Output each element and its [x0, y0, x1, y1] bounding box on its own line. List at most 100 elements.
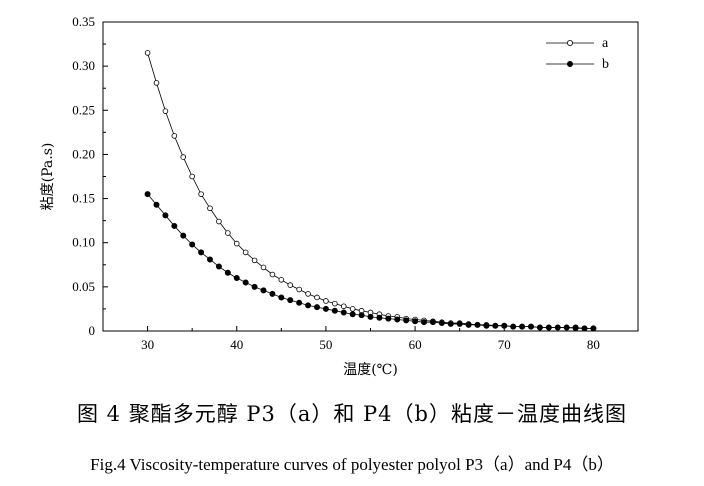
data-point-a: [189, 173, 195, 180]
data-point-b: [358, 312, 365, 319]
x-tick-label: 30: [141, 337, 154, 352]
data-point-b: [492, 322, 499, 329]
data-point-a: [287, 282, 294, 288]
data-point-b: [420, 319, 427, 326]
data-point-a: [278, 276, 285, 283]
data-point-b: [198, 249, 205, 256]
data-point-b: [171, 222, 178, 229]
data-point-b: [438, 320, 445, 327]
chart-axes: 0 0.05 0.10 0.15 0.20 0.25 0.30 0.35 30 40 50 60 70 8…: [72, 14, 639, 352]
y-tick-label: 0.25: [72, 102, 95, 117]
data-point-b: [412, 318, 419, 325]
data-point-a: [296, 286, 302, 293]
data-point-b: [456, 320, 463, 327]
data-point-b: [519, 323, 526, 330]
data-point-a: [198, 191, 204, 197]
data-point-b: [376, 314, 383, 321]
data-point-b: [251, 283, 258, 290]
legend-label: a: [602, 36, 609, 51]
data-point-b: [233, 275, 240, 282]
data-point-a: [269, 271, 276, 278]
plot-frame: [102, 21, 639, 332]
data-point-b: [385, 315, 392, 322]
figure-caption-english: Fig.4 Viscosity-temperature curves of po…: [90, 455, 614, 474]
data-point-b: [429, 319, 436, 326]
data-point-b: [296, 299, 303, 306]
data-point-b: [224, 269, 231, 276]
data-point-b: [278, 294, 285, 301]
data-point-b: [215, 263, 222, 270]
data-point-b: [162, 212, 169, 219]
y-tick-label: 0.20: [72, 146, 95, 161]
data-point-a: [180, 154, 187, 160]
data-point-a: [153, 80, 160, 86]
data-point-b: [242, 279, 249, 286]
data-point-b: [536, 324, 543, 331]
x-tick-label: 60: [409, 337, 422, 352]
y-tick-label: 0.30: [72, 58, 95, 73]
series-line-a: [147, 52, 594, 329]
data-point-b: [260, 287, 267, 294]
legend-item-a: a: [546, 36, 609, 51]
x-tick-label: 80: [587, 337, 600, 352]
data-point-a: [314, 294, 320, 301]
data-point-b: [305, 302, 312, 309]
figure-caption-chinese: 图 4 聚酯多元醇 P3（a）和 P4（b）粘度－温度曲线图: [76, 402, 627, 426]
data-point-b: [206, 256, 213, 263]
data-point-b: [403, 317, 410, 324]
data-point-b: [581, 325, 588, 332]
data-point-b: [501, 322, 508, 329]
data-point-b: [545, 324, 552, 331]
data-point-b: [572, 324, 579, 331]
y-tick-label: 0: [89, 323, 96, 338]
data-point-a: [216, 218, 222, 225]
data-point-a: [251, 257, 258, 264]
data-point-a: [242, 249, 249, 256]
y-tick-label: 0.05: [72, 279, 95, 294]
data-point-b: [144, 191, 151, 198]
legend-marker: [567, 61, 574, 68]
data-point-b: [340, 309, 347, 316]
data-point-a: [144, 50, 151, 56]
data-point-b: [331, 307, 338, 314]
data-point-a: [207, 205, 213, 212]
data-point-a: [332, 300, 338, 307]
x-tick-label: 70: [498, 337, 511, 352]
legend-item-b: b: [546, 57, 609, 72]
data-point-b: [447, 320, 454, 327]
y-tick-label: 0.15: [72, 191, 95, 206]
data-point-a: [233, 240, 240, 247]
chart-series: [144, 50, 597, 332]
data-point-b: [483, 322, 490, 329]
data-point-b: [269, 290, 276, 297]
data-point-b: [313, 304, 320, 311]
y-tick-label: 0.10: [72, 235, 95, 250]
data-point-a: [171, 133, 178, 139]
legend-marker: [567, 40, 574, 47]
x-tick-label: 40: [230, 337, 243, 352]
data-point-b: [287, 297, 294, 304]
data-point-a: [349, 306, 356, 312]
data-point-b: [367, 313, 374, 320]
data-point-a: [323, 298, 329, 304]
viscosity-temperature-chart: 0 0.05 0.10 0.15 0.20 0.25 0.30 0.35 30 40 50 60 70 8…: [40, 14, 639, 378]
data-point-a: [305, 291, 311, 297]
series-a: [144, 50, 597, 332]
series-b: [144, 191, 597, 332]
data-point-b: [510, 323, 517, 330]
data-point-b: [590, 325, 597, 332]
data-point-b: [153, 201, 160, 208]
chart-legend: ab: [546, 36, 609, 72]
data-point-b: [528, 323, 535, 330]
data-point-a: [340, 303, 347, 310]
y-tick-label: 0.35: [72, 14, 95, 29]
data-point-b: [465, 321, 472, 328]
data-point-a: [260, 264, 267, 271]
x-tick-label: 50: [319, 337, 332, 352]
data-point-b: [349, 311, 356, 318]
x-axis-title: 温度(℃): [343, 362, 398, 378]
data-point-b: [554, 324, 561, 331]
data-point-b: [189, 241, 196, 248]
data-point-a: [162, 108, 169, 114]
data-point-b: [394, 316, 401, 323]
